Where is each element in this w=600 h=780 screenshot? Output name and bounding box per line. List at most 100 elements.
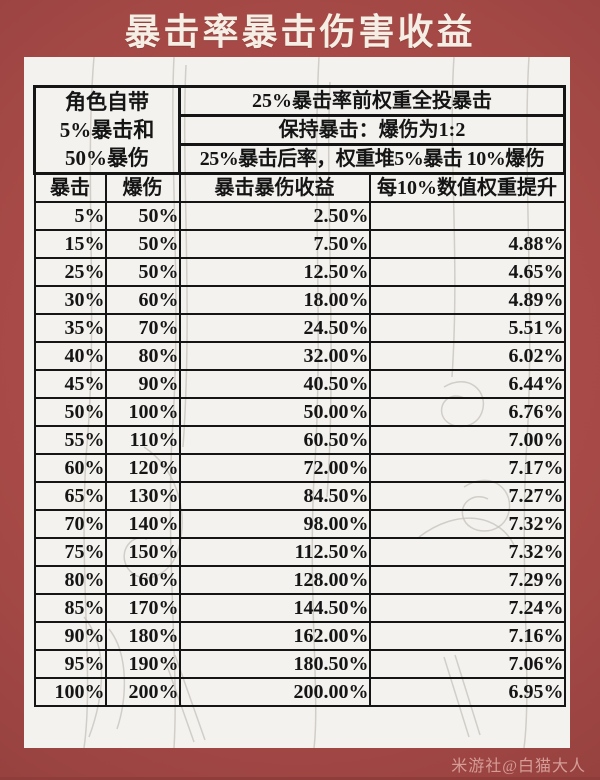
weight-cell: 7.32% — [368, 509, 566, 539]
benefit-cell: 7.50% — [178, 229, 371, 259]
benefit-cell: 2.50% — [178, 201, 371, 231]
benefit-cell: 60.50% — [178, 425, 371, 455]
crit-cell: 75% — [33, 537, 107, 567]
weight-cell: 4.88% — [368, 229, 566, 259]
strategy-note: 25%暴击后率，权重堆5%暴击 10%爆伤 — [178, 143, 566, 175]
benefit-cell: 32.00% — [178, 341, 371, 371]
crit-cell: 55% — [33, 425, 107, 455]
col-header-cd: 爆伤 — [104, 172, 181, 203]
cd-cell: 60% — [104, 285, 181, 315]
table-row: 60% 120% 72.00% 7.17% — [33, 453, 566, 483]
cd-cell: 50% — [104, 257, 181, 287]
cd-cell: 70% — [104, 313, 181, 343]
weight-cell: 4.65% — [368, 257, 566, 287]
cd-cell: 170% — [104, 593, 181, 623]
cd-cell: 200% — [104, 677, 181, 707]
benefit-cell: 18.00% — [178, 285, 371, 315]
crit-cell: 35% — [33, 313, 107, 343]
crit-cell: 50% — [33, 397, 107, 427]
crit-cell: 90% — [33, 621, 107, 651]
crit-cell: 15% — [33, 229, 107, 259]
benefit-cell: 24.50% — [178, 313, 371, 343]
table-row: 80% 160% 128.00% 7.29% — [33, 565, 566, 595]
header-row-2: 保持暴击：爆伤为1:2 — [35, 114, 566, 146]
cd-cell: 190% — [104, 649, 181, 679]
weight-cell: 7.27% — [368, 481, 566, 511]
crit-cell: 65% — [33, 481, 107, 511]
benefit-cell: 128.00% — [178, 565, 371, 595]
benefit-cell: 180.50% — [178, 649, 371, 679]
weight-cell: 7.06% — [368, 649, 566, 679]
cd-cell: 90% — [104, 369, 181, 399]
crit-cell: 70% — [33, 509, 107, 539]
table-row: 5% 50% 2.50% — [33, 201, 566, 231]
weight-cell: 7.24% — [368, 593, 566, 623]
crit-value-table: 角色自带 5%暴击和 50%暴伤 25%暴击率前权重全投暴击 保持暴击：爆伤为1… — [33, 85, 566, 707]
benefit-cell: 200.00% — [178, 677, 371, 707]
column-header-row: 暴击 爆伤 暴击暴伤收益 每10%数值权重提升 — [33, 172, 566, 203]
corner-note-line: 50%暴伤 — [65, 146, 149, 170]
benefit-cell: 84.50% — [178, 481, 371, 511]
cd-cell: 150% — [104, 537, 181, 567]
weight-cell: 6.02% — [368, 341, 566, 371]
cd-cell: 110% — [104, 425, 181, 455]
crit-cell: 95% — [33, 649, 107, 679]
table-row: 40% 80% 32.00% 6.02% — [33, 341, 566, 371]
cd-cell: 100% — [104, 397, 181, 427]
crit-cell: 100% — [33, 677, 107, 707]
weight-cell: 4.89% — [368, 285, 566, 315]
header-row-3: 25%暴击后率，权重堆5%暴击 10%爆伤 — [35, 143, 566, 175]
table-row: 15% 50% 7.50% 4.88% — [33, 229, 566, 259]
cd-cell: 180% — [104, 621, 181, 651]
benefit-cell: 112.50% — [178, 537, 371, 567]
cd-cell: 130% — [104, 481, 181, 511]
table-row: 100% 200% 200.00% 6.95% — [33, 677, 566, 707]
benefit-cell: 12.50% — [178, 257, 371, 287]
cd-cell: 50% — [104, 201, 181, 231]
table-row: 25% 50% 12.50% 4.65% — [33, 257, 566, 287]
corner-note: 角色自带 5%暴击和 50%暴伤 — [33, 85, 181, 175]
strategy-note: 保持暴击：爆伤为1:2 — [178, 114, 566, 146]
corner-note-line: 角色自带 — [65, 90, 149, 114]
crit-cell: 60% — [33, 453, 107, 483]
col-header-weight: 每10%数值权重提升 — [368, 172, 566, 203]
page-title: 暴击率暴击伤害收益 — [124, 11, 476, 52]
col-header-crit: 暴击 — [33, 172, 107, 203]
strategy-note: 25%暴击率前权重全投暴击 — [178, 85, 566, 117]
table-row: 55% 110% 60.50% 7.00% — [33, 425, 566, 455]
table-row: 90% 180% 162.00% 7.16% — [33, 621, 566, 651]
header-row-1: 角色自带 5%暴击和 50%暴伤 25%暴击率前权重全投暴击 — [33, 85, 566, 175]
table-row: 75% 150% 112.50% 7.32% — [33, 537, 566, 567]
cd-cell: 160% — [104, 565, 181, 595]
table-row: 65% 130% 84.50% 7.27% — [33, 481, 566, 511]
table-row: 50% 100% 50.00% 6.76% — [33, 397, 566, 427]
crit-cell: 5% — [33, 201, 107, 231]
footer-band: 米游社@白猫大人 — [0, 748, 600, 780]
weight-cell: 6.44% — [368, 369, 566, 399]
benefit-cell: 50.00% — [178, 397, 371, 427]
weight-cell: 7.16% — [368, 621, 566, 651]
benefit-cell: 162.00% — [178, 621, 371, 651]
table-row: 45% 90% 40.50% 6.44% — [33, 369, 566, 399]
watermark-credit: 米游社@白猫大人 — [451, 758, 586, 775]
crit-cell: 45% — [33, 369, 107, 399]
crit-cell: 30% — [33, 285, 107, 315]
cd-cell: 140% — [104, 509, 181, 539]
corner-note-line: 5%暴击和 — [59, 118, 155, 142]
weight-cell: 6.95% — [368, 677, 566, 707]
weight-cell: 7.29% — [368, 565, 566, 595]
table-row: 95% 190% 180.50% 7.06% — [33, 649, 566, 679]
benefit-cell: 40.50% — [178, 369, 371, 399]
benefit-cell: 72.00% — [178, 453, 371, 483]
cd-cell: 50% — [104, 229, 181, 259]
title-banner: 暴击率暴击伤害收益 — [0, 0, 600, 57]
table-row: 35% 70% 24.50% 5.51% — [33, 313, 566, 343]
content-page: 角色自带 5%暴击和 50%暴伤 25%暴击率前权重全投暴击 保持暴击：爆伤为1… — [24, 57, 570, 748]
weight-cell: 7.32% — [368, 537, 566, 567]
crit-cell: 85% — [33, 593, 107, 623]
benefit-cell: 144.50% — [178, 593, 371, 623]
crit-cell: 80% — [33, 565, 107, 595]
bottom-edge-shade — [0, 777, 600, 780]
table-row: 70% 140% 98.00% 7.32% — [33, 509, 566, 539]
crit-cell: 25% — [33, 257, 107, 287]
